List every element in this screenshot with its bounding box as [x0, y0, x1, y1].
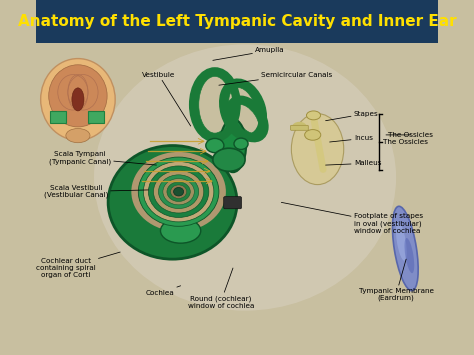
Ellipse shape	[404, 238, 414, 273]
Ellipse shape	[143, 162, 214, 222]
Text: Round (cochlear)
window of cochlea: Round (cochlear) window of cochlea	[188, 268, 254, 308]
Ellipse shape	[171, 185, 187, 198]
Text: Anatomy of the Left Tympanic Cavity and Inner Ear: Anatomy of the Left Tympanic Cavity and …	[18, 14, 456, 29]
Text: Malleus: Malleus	[326, 160, 381, 166]
Ellipse shape	[173, 187, 183, 196]
Ellipse shape	[230, 100, 264, 138]
FancyBboxPatch shape	[88, 111, 104, 123]
Ellipse shape	[94, 44, 396, 311]
Ellipse shape	[234, 138, 248, 149]
Ellipse shape	[392, 206, 418, 291]
Ellipse shape	[154, 170, 204, 213]
Ellipse shape	[130, 151, 227, 233]
Text: Scala Vestibuli
(Vestibular Canal): Scala Vestibuli (Vestibular Canal)	[44, 185, 148, 198]
Ellipse shape	[72, 88, 84, 111]
Ellipse shape	[396, 222, 407, 261]
Text: Incus: Incus	[329, 136, 373, 142]
Text: Cochlea: Cochlea	[146, 286, 181, 296]
Text: The Ossicles: The Ossicles	[386, 132, 433, 138]
Ellipse shape	[41, 59, 115, 140]
Text: The Ossicles: The Ossicles	[383, 139, 428, 145]
Ellipse shape	[206, 138, 224, 153]
Ellipse shape	[66, 129, 90, 143]
Ellipse shape	[193, 71, 237, 138]
Ellipse shape	[220, 119, 246, 172]
Text: Tympanic Membrane
(Eardrum): Tympanic Membrane (Eardrum)	[358, 259, 434, 301]
Text: Cochlear duct
containing spiral
organ of Corti: Cochlear duct containing spiral organ of…	[36, 252, 120, 278]
Ellipse shape	[148, 166, 209, 217]
Ellipse shape	[292, 114, 344, 185]
Text: Stapes: Stapes	[326, 111, 379, 121]
Ellipse shape	[223, 83, 263, 137]
FancyArrowPatch shape	[314, 120, 323, 169]
Ellipse shape	[235, 104, 259, 133]
Ellipse shape	[167, 182, 190, 202]
FancyBboxPatch shape	[291, 125, 308, 130]
Ellipse shape	[307, 111, 320, 120]
Text: Footplate of stapes
in oval (vestibular)
window of cochlea: Footplate of stapes in oval (vestibular)…	[281, 202, 423, 234]
FancyBboxPatch shape	[224, 197, 241, 209]
Ellipse shape	[305, 130, 321, 140]
Ellipse shape	[163, 179, 194, 205]
Ellipse shape	[199, 76, 231, 133]
Ellipse shape	[108, 146, 237, 259]
Text: Vestibule: Vestibule	[142, 72, 191, 126]
Ellipse shape	[213, 148, 245, 171]
Text: Amuplla: Amuplla	[213, 48, 285, 60]
Ellipse shape	[161, 218, 201, 243]
FancyBboxPatch shape	[50, 111, 66, 123]
FancyBboxPatch shape	[36, 0, 438, 43]
Ellipse shape	[228, 88, 257, 132]
Ellipse shape	[138, 157, 219, 226]
Text: Scala Tympani
(Tympanic Canal): Scala Tympani (Tympanic Canal)	[49, 151, 156, 165]
Ellipse shape	[158, 175, 199, 209]
Text: Semicircular Canals: Semicircular Canals	[219, 72, 332, 85]
Ellipse shape	[49, 65, 107, 127]
